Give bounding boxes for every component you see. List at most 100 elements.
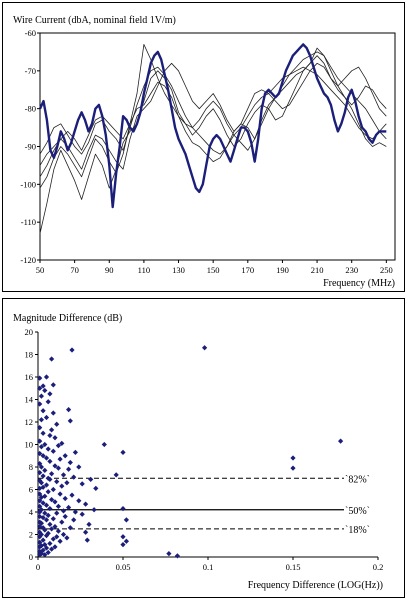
y-tick-label: -80 — [25, 104, 36, 114]
data-point — [42, 467, 48, 473]
data-point — [38, 444, 44, 450]
x-tick-label: 0.15 — [286, 562, 301, 572]
data-point — [45, 512, 51, 518]
x-tick-label: 150 — [207, 265, 220, 275]
data-point — [47, 458, 53, 464]
series-line — [39, 62, 387, 170]
y-tick-label: 14 — [25, 395, 34, 405]
wire-current-chart-panel: Wire Current (dbA, nominal field 1V/m) -… — [2, 2, 405, 292]
series-lines — [38, 43, 387, 234]
x-tick-label: 250 — [380, 265, 393, 275]
data-point — [76, 498, 82, 504]
data-point — [88, 476, 94, 482]
data-point — [67, 459, 73, 466]
data-point — [290, 465, 296, 471]
y-tick-label: 16 — [25, 372, 34, 382]
data-point — [79, 481, 85, 487]
data-point — [83, 501, 89, 507]
series-line — [39, 44, 387, 178]
data-point — [42, 441, 48, 448]
percentile-label: `50%` — [345, 506, 370, 517]
data-point — [50, 486, 56, 493]
data-point — [60, 472, 67, 478]
data-point — [60, 531, 67, 538]
data-point — [59, 519, 65, 525]
data-point — [123, 538, 129, 544]
data-point — [40, 500, 46, 506]
data-point — [120, 449, 126, 455]
y-tick-label: -120 — [20, 255, 36, 265]
data-point — [37, 425, 43, 431]
data-point — [49, 497, 55, 503]
plot-area — [39, 32, 396, 261]
data-point — [52, 463, 58, 469]
data-point — [338, 438, 344, 444]
data-point — [42, 493, 48, 499]
chart-title: Wire Current (dbA, nominal field 1V/m) — [13, 15, 176, 26]
x-tick-label: 0.05 — [116, 562, 131, 572]
x-tick-label: 170 — [241, 265, 254, 275]
data-point — [40, 484, 46, 490]
x-axis-ticks: 50 70 90 110 130 150 170 190 210 230 250 — [36, 260, 393, 275]
data-point — [93, 485, 99, 491]
data-point — [47, 506, 53, 512]
plot-frame — [39, 32, 396, 261]
data-point — [37, 438, 43, 444]
y-axis-ticks: -60 -70 -80 -90 -100 -110 -120 — [20, 28, 40, 265]
data-point — [43, 414, 50, 421]
magnitude-difference-chart: Magnitude Difference (dB) 0 2 4 6 8 10 12 14 16 1… — [13, 313, 383, 591]
magnitude-difference-chart-panel: Magnitude Difference (dB) 0 2 4 6 8 10 12 14 16 1… — [2, 298, 405, 598]
data-point — [45, 549, 51, 556]
data-point — [45, 530, 51, 536]
x-tick-label: 110 — [138, 265, 150, 275]
data-point — [120, 506, 126, 512]
data-point — [54, 479, 60, 485]
data-point — [290, 455, 296, 461]
data-point — [43, 502, 50, 508]
data-point — [43, 517, 50, 523]
data-point — [72, 449, 78, 455]
data-point — [42, 387, 48, 394]
data-point — [72, 509, 78, 515]
data-point — [50, 516, 56, 522]
data-point — [40, 547, 46, 553]
data-point — [202, 345, 208, 351]
data-point — [47, 540, 53, 547]
data-point — [62, 513, 68, 520]
data-point — [101, 441, 107, 448]
data-point — [43, 545, 50, 551]
x-axis-label: Frequency (MHz) — [323, 278, 395, 289]
data-point — [49, 471, 55, 477]
data-point — [38, 520, 44, 526]
data-point — [52, 524, 58, 530]
data-point — [49, 356, 55, 362]
data-point — [40, 408, 46, 414]
data-point — [54, 421, 60, 427]
scatter-points — [37, 345, 344, 559]
x-tick-label: 90 — [105, 265, 114, 275]
data-point — [67, 418, 73, 424]
x-axis-ticks: 0 0.05 0.1 0.15 0.2 — [36, 557, 383, 572]
data-point — [42, 510, 48, 516]
x-tick-label: 210 — [311, 265, 324, 275]
data-point — [79, 511, 85, 517]
percentile-label: `82%` — [345, 474, 370, 485]
data-point — [37, 509, 43, 515]
data-point — [120, 542, 126, 548]
data-point — [55, 503, 61, 509]
data-point — [38, 464, 44, 470]
data-point — [84, 537, 90, 543]
data-point — [45, 489, 51, 495]
wire-current-chart: Wire Current (dbA, nominal field 1V/m) -… — [13, 15, 396, 289]
x-axis-label: Frequency Difference (LOG(Hz)) — [248, 580, 383, 591]
data-point — [166, 551, 172, 557]
data-point — [64, 480, 70, 486]
data-point — [37, 470, 43, 476]
data-point — [52, 499, 58, 505]
data-point — [62, 453, 68, 459]
x-tick-label: 0 — [36, 562, 40, 572]
y-tick-label: 18 — [25, 350, 34, 360]
data-point — [47, 521, 53, 527]
data-point — [69, 347, 75, 353]
data-point — [54, 510, 60, 516]
